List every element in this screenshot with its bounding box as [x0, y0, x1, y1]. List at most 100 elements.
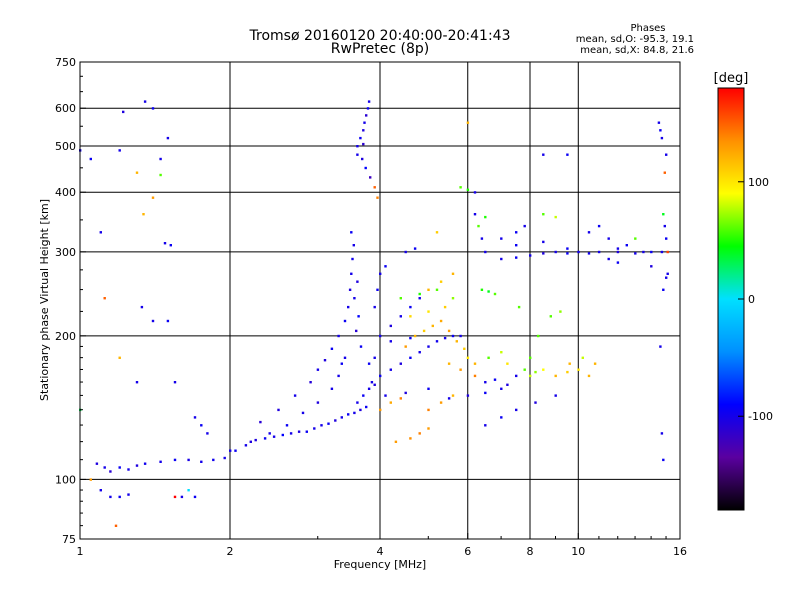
- data-point: [466, 188, 470, 191]
- data-point: [473, 374, 477, 378]
- data-point: [355, 329, 358, 333]
- data-point: [350, 272, 353, 275]
- data-point: [356, 153, 359, 156]
- data-point: [118, 356, 121, 359]
- data-point: [373, 383, 376, 386]
- data-point: [293, 394, 297, 397]
- data-point: [404, 391, 407, 395]
- data-point: [316, 401, 320, 404]
- data-point: [427, 345, 430, 348]
- data-point: [373, 305, 376, 309]
- data-point: [459, 334, 462, 338]
- data-point: [379, 408, 382, 412]
- data-point: [361, 157, 364, 161]
- data-point: [187, 489, 190, 492]
- data-point: [439, 280, 443, 283]
- data-point: [359, 345, 363, 348]
- data-point: [542, 240, 545, 244]
- data-point: [159, 460, 162, 463]
- data-point: [506, 383, 509, 386]
- data-point: [356, 145, 359, 148]
- data-point: [554, 215, 557, 219]
- data-point: [484, 215, 487, 219]
- data-point: [459, 368, 462, 371]
- data-point: [356, 280, 359, 283]
- x-axis-ticks: 1 2 4 6 8 10 16: [77, 533, 687, 558]
- data-point: [118, 149, 121, 152]
- data-point: [466, 121, 470, 124]
- colorbar-tick-label: -100: [748, 410, 773, 423]
- data-point: [515, 231, 518, 234]
- data-point: [389, 368, 392, 371]
- data-point: [200, 424, 203, 427]
- data-point: [506, 362, 509, 365]
- data-point: [365, 114, 368, 117]
- data-point: [515, 374, 518, 378]
- data-point: [484, 424, 487, 427]
- data-point: [118, 495, 121, 499]
- data-point: [662, 213, 665, 216]
- data-point: [151, 107, 155, 110]
- x-tick-label: 8: [527, 545, 534, 558]
- data-point: [549, 315, 552, 318]
- data-point: [359, 408, 362, 412]
- data-point: [473, 213, 477, 216]
- data-point: [337, 334, 340, 338]
- data-point: [316, 368, 320, 371]
- y-tick-label: 75: [62, 533, 76, 546]
- data-point: [379, 272, 382, 275]
- data-point: [343, 319, 347, 323]
- data-point: [534, 370, 537, 374]
- data-point: [109, 470, 112, 473]
- data-point: [206, 432, 209, 435]
- data-point: [451, 334, 455, 338]
- data-point: [330, 387, 334, 390]
- data-point: [142, 213, 145, 216]
- data-point: [463, 347, 466, 350]
- data-point: [394, 440, 398, 443]
- data-point: [447, 329, 451, 333]
- colorbar-ticks: 100 0 -100: [738, 176, 773, 423]
- data-point: [367, 100, 371, 103]
- data-point: [542, 368, 545, 371]
- data-point: [99, 489, 102, 492]
- data-point: [305, 430, 308, 433]
- data-point: [229, 449, 232, 452]
- data-point: [187, 458, 190, 462]
- data-point: [350, 231, 353, 234]
- data-point: [554, 250, 557, 254]
- data-point: [665, 276, 668, 279]
- y-tick-label: 100: [55, 473, 76, 486]
- data-point: [109, 495, 112, 499]
- chart-title: Tromsø 20160120 20:40:00-20:41:43: [249, 28, 511, 44]
- data-point: [143, 100, 147, 103]
- data-point: [587, 374, 591, 378]
- data-point: [517, 305, 521, 309]
- data-point: [200, 460, 203, 463]
- data-point: [665, 153, 668, 156]
- data-point: [427, 310, 430, 313]
- data-point: [634, 237, 637, 240]
- data-point: [159, 157, 162, 161]
- data-point: [534, 401, 537, 404]
- data-point: [334, 419, 337, 422]
- chart-points: [79, 100, 669, 527]
- data-point: [359, 136, 362, 140]
- data-point: [193, 495, 197, 499]
- data-point: [399, 362, 402, 365]
- data-point: [89, 478, 92, 481]
- data-point: [163, 242, 167, 245]
- data-point: [431, 324, 434, 328]
- data-point: [466, 356, 470, 359]
- data-point: [340, 362, 343, 365]
- data-point: [593, 362, 597, 365]
- data-point: [127, 493, 130, 496]
- data-point: [313, 427, 316, 430]
- data-point: [650, 250, 653, 254]
- data-point: [427, 387, 430, 390]
- data-point: [118, 466, 121, 469]
- data-point: [330, 347, 334, 350]
- data-point: [427, 288, 430, 291]
- data-point: [357, 315, 360, 318]
- data-point: [151, 319, 155, 323]
